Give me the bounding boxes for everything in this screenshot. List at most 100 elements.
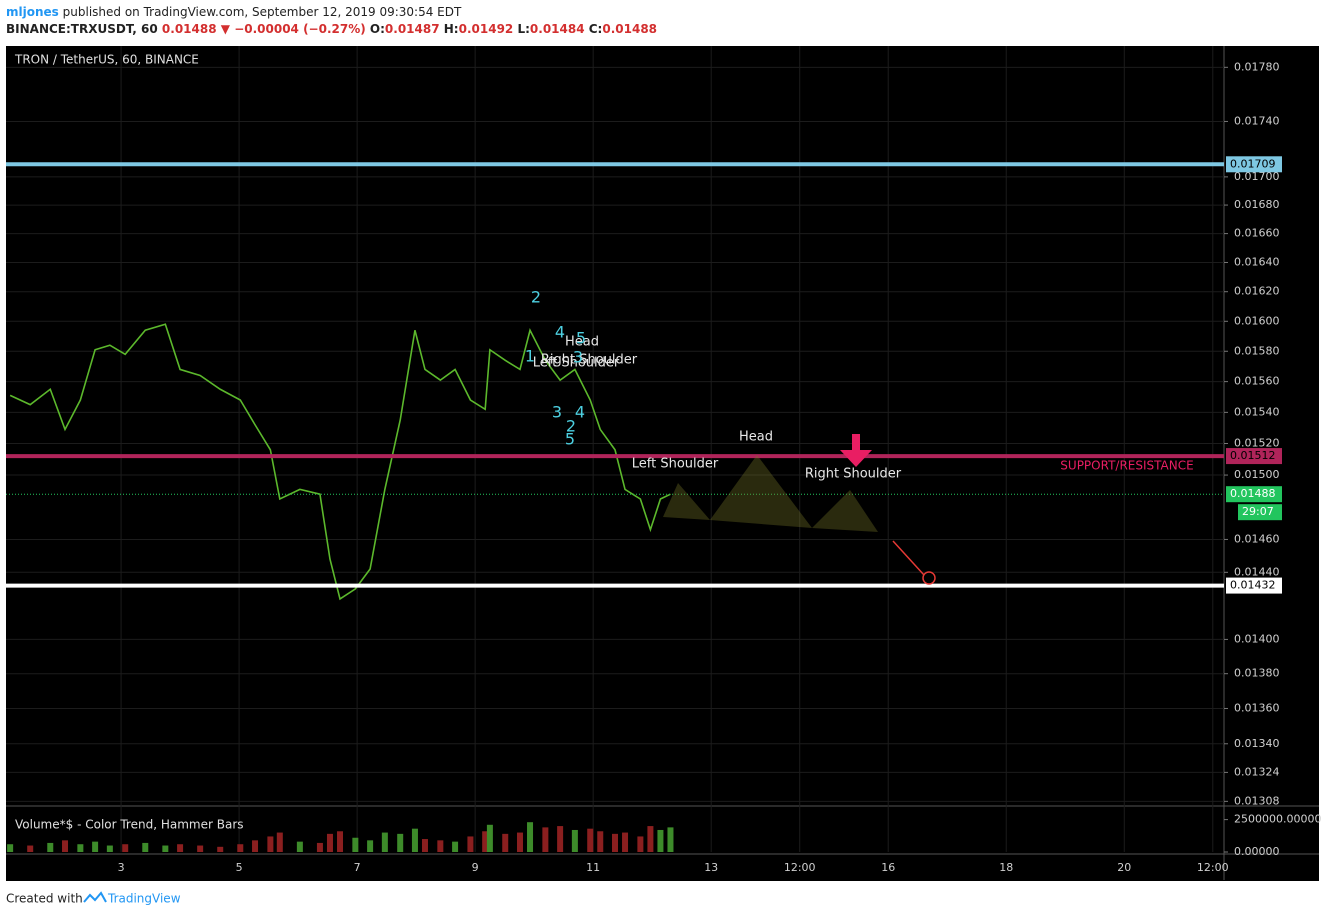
- price-label: 0.01512: [1230, 449, 1276, 462]
- volume-bar: [142, 842, 149, 852]
- price-label: 0.01488: [1230, 487, 1276, 500]
- target-circle: [922, 571, 936, 585]
- chart-background: [6, 46, 1319, 881]
- price-label-box: [1226, 448, 1282, 465]
- down-arrow-shaft: [852, 434, 860, 454]
- volume-bar: [657, 829, 664, 852]
- y-tick-label: 0.01380: [1234, 667, 1280, 680]
- volume-bar: [597, 831, 604, 852]
- y-tick-label: 0.01780: [1234, 60, 1280, 73]
- volume-bar: [612, 833, 618, 852]
- change: −0.00004 (−0.27%): [234, 22, 366, 36]
- chart-title: TRON / TetherUS, 60, BINANCE: [14, 53, 199, 67]
- high-label: H:: [444, 22, 459, 36]
- x-tick-label: 12:00: [1197, 861, 1229, 874]
- y-tick-label: 0.01640: [1234, 255, 1280, 268]
- volume-bar: [622, 832, 629, 852]
- y-tick-label: 0.01620: [1234, 285, 1280, 298]
- y-tick-label: 0.01460: [1234, 532, 1280, 545]
- wave-label: 3: [552, 403, 562, 422]
- volume-title: Volume*$ - Color Trend, Hammer Bars: [15, 818, 244, 832]
- volume-bar: [516, 832, 523, 852]
- volume-bar: [557, 826, 564, 852]
- annotation: Head: [739, 430, 773, 445]
- footer-created: Created with: [6, 892, 83, 906]
- x-tick-label: 3: [118, 861, 125, 874]
- wave-label: 3: [573, 348, 583, 367]
- y-tick-label: 0.01340: [1234, 737, 1280, 750]
- y-tick-label: 0.01324: [1234, 765, 1280, 778]
- arrow: ▼: [221, 22, 231, 36]
- volume-bar: [486, 824, 493, 852]
- x-tick-label: 9: [472, 861, 479, 874]
- y-tick-label: 0.01520: [1234, 436, 1280, 449]
- volume-bar: [571, 829, 578, 852]
- volume-bar: [276, 832, 283, 852]
- volume-bar: [267, 836, 274, 852]
- annotation: Head: [565, 335, 599, 350]
- x-tick-label: 7: [354, 861, 361, 874]
- volume-bar: [92, 841, 99, 852]
- volume-bar: [296, 841, 303, 852]
- close-label: C:: [589, 22, 603, 36]
- footer-brand[interactable]: TradingView: [107, 892, 181, 906]
- header-line-2: BINANCE:TRXUSDT, 60 0.01488 ▼ −0.00004 (…: [6, 22, 657, 36]
- x-tick-label: 11: [586, 861, 600, 874]
- y-tick-label: 0.01660: [1234, 227, 1280, 240]
- volume-bar: [106, 845, 113, 852]
- annotation: SUPPORT/RESISTANCE: [1060, 459, 1193, 473]
- wave-label: 5: [565, 430, 575, 449]
- wave-label: 2: [566, 417, 576, 436]
- volume-bar: [482, 831, 489, 852]
- close: 0.01488: [602, 22, 657, 36]
- annotation: Left Shoulder: [632, 457, 719, 472]
- volume-bar: [527, 822, 534, 852]
- grid: 3 5 7 9 11 13 12:00 16 18 20 12:000.017800.017400.…: [6, 46, 1321, 880]
- x-tick-label: 18: [999, 861, 1013, 874]
- volume-bar: [27, 845, 34, 852]
- wave-label: 1: [525, 347, 535, 366]
- y-tick-label: 0.01540: [1234, 405, 1280, 418]
- wave-label: 2: [531, 288, 541, 307]
- volume-bar: [177, 844, 184, 852]
- y-tick-label: 0.01440: [1234, 565, 1280, 578]
- wave-label: 5: [576, 329, 586, 348]
- volume-bar: [421, 839, 428, 852]
- low-label: L:: [517, 22, 529, 36]
- annotation: Left Shoulder: [533, 356, 620, 371]
- footer-logo: [83, 891, 107, 903]
- volume-bar: [542, 827, 549, 852]
- y-tick-label: 0.01400: [1234, 632, 1280, 645]
- symbol: BINANCE:TRXUSDT, 60: [6, 22, 158, 36]
- wave-label: 4: [555, 323, 565, 342]
- x-tick-label: 16: [881, 861, 895, 874]
- volume-bar: [316, 842, 323, 852]
- volume-bar: [667, 827, 674, 852]
- published: published on TradingView.com, September …: [63, 5, 462, 19]
- author[interactable]: mljones: [6, 5, 59, 19]
- y-tick-label: 0.01580: [1234, 344, 1280, 357]
- volume-bar: [7, 844, 14, 852]
- volume-bar: [326, 833, 333, 852]
- volume-bar: [77, 844, 84, 852]
- annotation: Right Shoulder: [805, 467, 902, 482]
- volume-bar: [587, 828, 594, 852]
- wave-label: 4: [575, 403, 585, 422]
- volume-bar: [397, 833, 404, 852]
- pattern-right-shoulder: [812, 490, 878, 532]
- volume-bar: [637, 836, 644, 852]
- down-arrow-head: [840, 450, 872, 467]
- annotation: Right Shoulder: [541, 353, 638, 368]
- y-tick-label: 0.01500: [1234, 468, 1280, 481]
- y-tick-label: 2500000.00000: [1234, 813, 1321, 826]
- low: 0.01484: [530, 22, 585, 36]
- price-label: 0.01432: [1230, 579, 1276, 592]
- volume-bar: [352, 837, 359, 852]
- volume-bar: [197, 845, 204, 852]
- y-tick-label: 0.01360: [1234, 701, 1280, 714]
- price-label-box: [1226, 486, 1282, 503]
- pattern-head: [710, 455, 812, 528]
- y-tick-label: 0.01680: [1234, 198, 1280, 211]
- open-label: O:: [370, 22, 385, 36]
